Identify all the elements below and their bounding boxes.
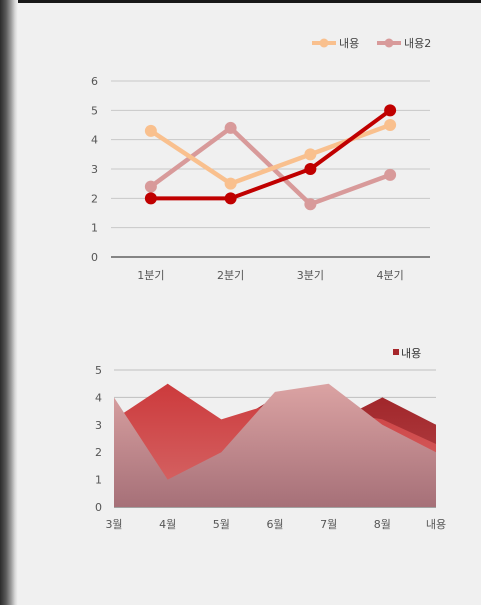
y-tick-label: 2: [91, 192, 98, 205]
x-tick-label: 1분기: [137, 269, 164, 282]
y-tick-label: 3: [91, 163, 98, 176]
data-point: [224, 177, 237, 190]
y-tick-label: 4: [95, 391, 102, 404]
y-tick-label: 6: [91, 75, 98, 88]
legend-swatch: [393, 349, 399, 355]
data-point: [304, 148, 317, 161]
y-tick-label: 1: [91, 222, 98, 235]
legend-marker: [384, 38, 394, 48]
x-tick-label: 3분기: [297, 269, 324, 282]
y-tick-label: 0: [95, 501, 102, 514]
data-point: [224, 192, 237, 205]
legend-label: 내용: [339, 37, 359, 50]
series-line: [150, 108, 392, 201]
y-tick-label: 5: [95, 364, 102, 377]
y-tick-label: 5: [91, 104, 98, 117]
data-point: [384, 104, 397, 117]
series-line: [149, 122, 391, 186]
y-tick-label: 2: [95, 446, 102, 459]
data-point: [144, 124, 157, 137]
y-tick-label: 1: [95, 474, 102, 487]
data-point: [304, 198, 317, 211]
data-point: [144, 192, 157, 205]
window-top-border: [0, 0, 481, 3]
x-tick-label: 8월: [374, 518, 391, 531]
x-tick-label: 4월: [159, 518, 176, 531]
series-area: [114, 383, 436, 507]
y-tick-label: 0: [91, 251, 98, 264]
legend-label: 내용: [401, 347, 421, 360]
x-tick-label: 2분기: [217, 269, 244, 282]
x-tick-label: 5월: [213, 518, 230, 531]
y-tick-label: 4: [91, 134, 98, 147]
data-point: [384, 168, 397, 181]
line-chart: 0 1 2 3 4 5 6 1분기 2분기 3분기 4분기 내용 내용2: [91, 37, 431, 282]
slide-canvas: 0 1 2 3 4 5 6 1분기 2분기 3분기 4분기 내용 내용2 0 1 2 3 4 5 3월 4월 5월 6월 7…: [18, 10, 481, 605]
legend-label: 내용2: [404, 37, 431, 50]
x-tick-label: 3월: [105, 518, 122, 531]
y-tick-label: 3: [95, 419, 102, 432]
data-point: [304, 163, 317, 175]
x-tick-label: 내용: [426, 518, 446, 531]
x-tick-label: 7월: [320, 518, 337, 531]
data-point: [144, 180, 157, 193]
x-tick-label: 6월: [266, 518, 283, 531]
legend-marker: [319, 38, 329, 48]
window-left-edge-shadow: [0, 0, 18, 605]
data-point: [384, 119, 397, 131]
data-point: [224, 121, 237, 134]
x-tick-label: 4분기: [377, 269, 404, 282]
